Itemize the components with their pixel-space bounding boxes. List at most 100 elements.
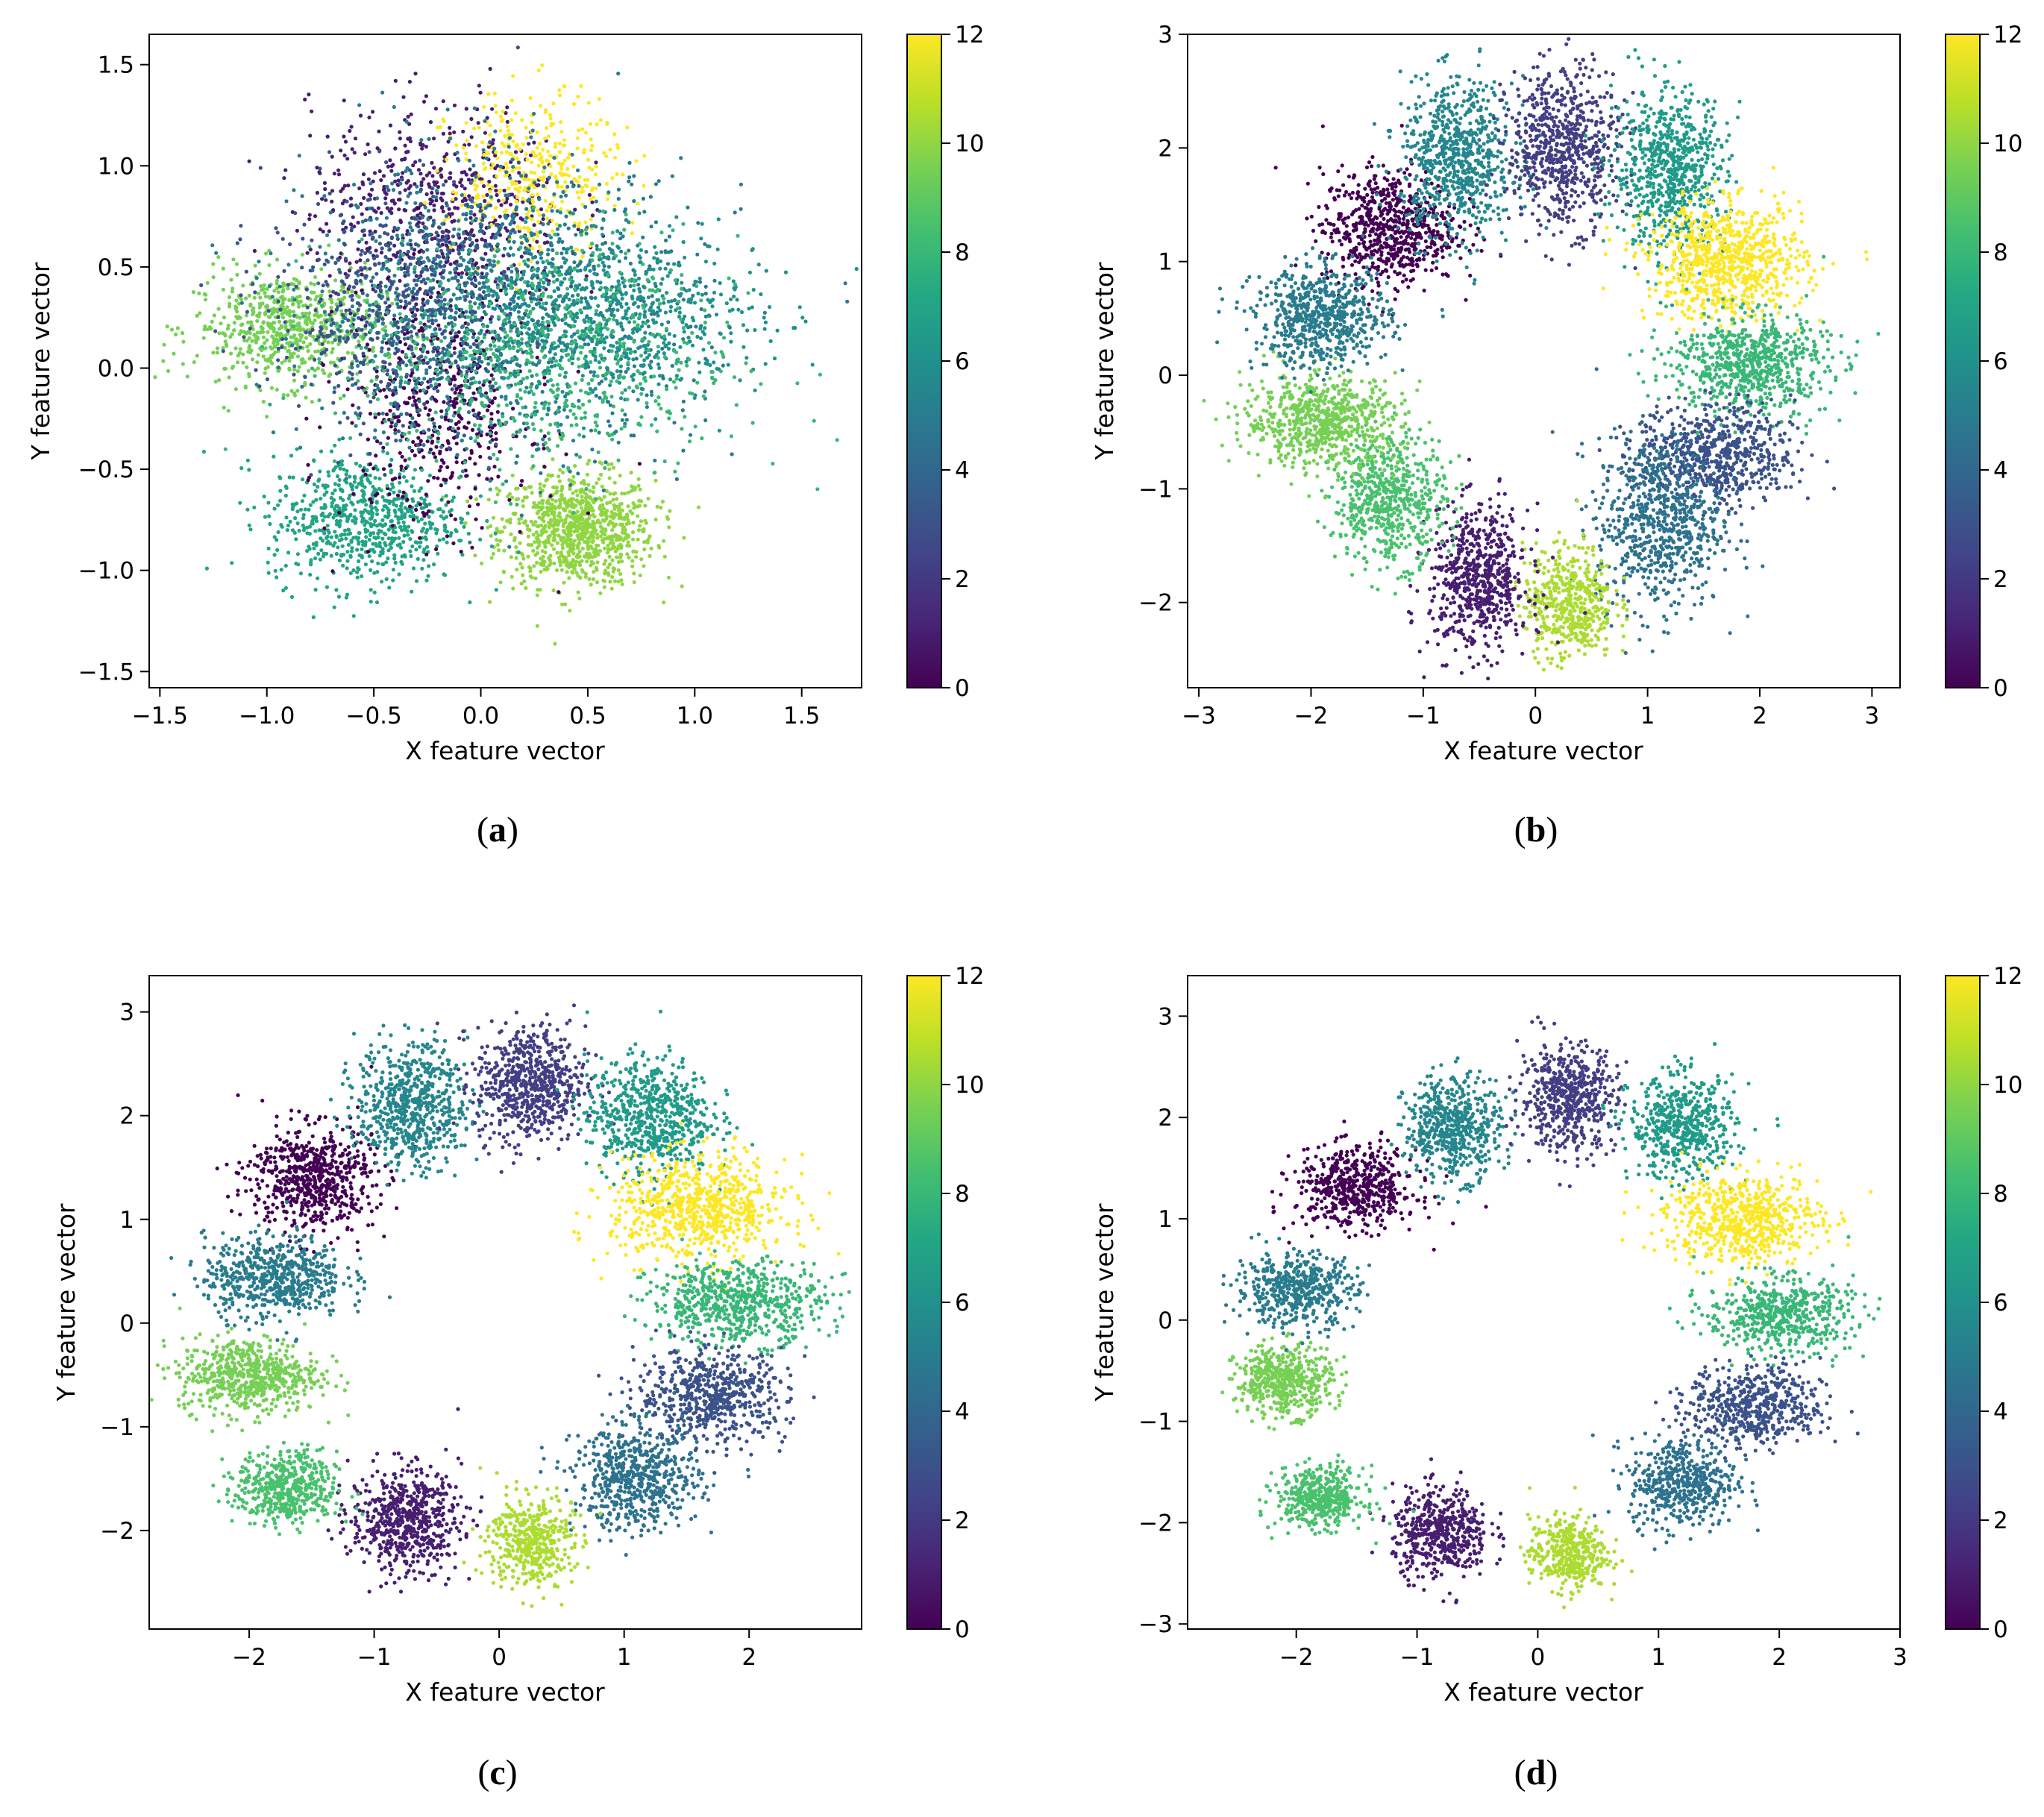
scatter-point-a bbox=[630, 530, 636, 535]
scatter-point-a bbox=[636, 528, 642, 533]
scatter-point-a bbox=[495, 348, 499, 352]
scatter-point-a bbox=[608, 148, 612, 152]
scatter-point-a bbox=[288, 519, 292, 524]
scatter-point-a bbox=[356, 363, 360, 368]
scatter-point-a bbox=[251, 312, 255, 316]
scatter-point-a bbox=[679, 156, 683, 160]
scatter-point-a bbox=[368, 303, 372, 307]
scatter-point-a bbox=[587, 192, 592, 197]
scatter-point-a bbox=[407, 396, 412, 401]
scatter-point-a bbox=[576, 471, 580, 476]
scatter-point-a bbox=[316, 479, 321, 483]
scatter-point-a bbox=[580, 498, 584, 503]
scatter-point-a bbox=[415, 184, 419, 189]
scatter-point-a bbox=[402, 332, 407, 336]
scatter-point-a bbox=[495, 409, 500, 414]
scatter-point-a bbox=[350, 304, 354, 309]
scatter-point-a bbox=[535, 545, 540, 550]
scatter-point-a bbox=[587, 458, 592, 463]
scatter-point-a bbox=[301, 357, 305, 362]
scatter-point-a bbox=[602, 585, 606, 589]
scatter-point-a bbox=[692, 378, 696, 383]
scatter-point-a bbox=[474, 183, 480, 189]
scatter-point-a bbox=[703, 389, 707, 394]
scatter-point-a bbox=[332, 172, 336, 176]
scatter-point-a bbox=[372, 536, 377, 540]
scatter-point-a bbox=[465, 511, 470, 515]
scatter-point-a bbox=[454, 442, 459, 446]
scatter-point-a bbox=[502, 210, 507, 214]
scatter-point-a bbox=[293, 516, 298, 521]
scatter-point-a bbox=[649, 389, 654, 394]
scatter-point-a bbox=[626, 540, 630, 545]
scatter-point-a bbox=[536, 447, 541, 451]
scatter-point-a bbox=[662, 600, 666, 605]
scatter-point-a bbox=[559, 518, 564, 523]
scatter-point-a bbox=[414, 579, 419, 583]
scatter-point-a bbox=[568, 521, 573, 525]
scatter-point-a bbox=[605, 550, 610, 555]
scatter-point-a bbox=[363, 324, 368, 328]
scatter-point-a bbox=[560, 602, 565, 606]
scatter-point-a bbox=[494, 188, 498, 193]
scatter-point-a bbox=[336, 298, 341, 302]
scatter-point-a bbox=[592, 485, 596, 490]
scatter-point-a bbox=[303, 320, 307, 324]
scatter-point-a bbox=[389, 457, 394, 462]
scatter-point-a bbox=[428, 357, 433, 362]
scatter-point-a bbox=[576, 544, 580, 549]
scatter-point-a bbox=[359, 334, 363, 339]
scatter-point-a bbox=[574, 571, 579, 575]
scatter-point-a bbox=[611, 498, 615, 502]
scatter-point-a bbox=[341, 186, 345, 191]
scatter-point-a bbox=[592, 550, 596, 555]
scatter-point-a bbox=[313, 274, 318, 280]
scatter-point-a bbox=[430, 190, 434, 195]
scatter-point-a bbox=[279, 568, 283, 572]
scatter-point-a bbox=[575, 136, 580, 140]
scatter-point-a bbox=[396, 178, 401, 183]
scatter-point-a bbox=[575, 493, 580, 498]
scatter-point-a bbox=[577, 195, 581, 200]
scatter-point-a bbox=[580, 546, 585, 551]
scatter-point-a bbox=[492, 396, 498, 401]
scatter-point-a bbox=[555, 550, 559, 555]
scatter-point-a bbox=[374, 512, 380, 517]
scatter-point-a bbox=[596, 552, 601, 557]
scatter-point-a bbox=[598, 503, 603, 508]
scatter-point-a bbox=[453, 206, 457, 210]
scatter-point-a bbox=[592, 267, 597, 272]
scatter-point-a bbox=[423, 205, 427, 210]
scatter-point-a bbox=[310, 521, 315, 526]
scatter-point-a bbox=[289, 351, 293, 357]
scatter-point-a bbox=[603, 533, 607, 537]
scatter-point-a bbox=[526, 178, 531, 182]
scatter-point-a bbox=[394, 422, 398, 427]
scatter-point-a bbox=[545, 149, 551, 154]
scatter-point-a bbox=[460, 192, 464, 198]
scatter-point-a bbox=[606, 565, 610, 570]
scatter-point-a bbox=[398, 339, 403, 344]
scatter-point-a bbox=[469, 116, 474, 122]
scatter-point-a bbox=[438, 451, 442, 456]
scatter-point-a bbox=[256, 336, 260, 341]
scatter-point-a bbox=[575, 301, 580, 305]
scatter-point-a bbox=[375, 383, 380, 388]
scatter-point-a bbox=[401, 490, 406, 495]
scatter-point-a bbox=[239, 301, 244, 305]
scatter-point-a bbox=[529, 160, 534, 165]
scatter-point-a bbox=[422, 547, 427, 552]
scatter-point-a bbox=[499, 151, 504, 155]
scatter-point-a bbox=[397, 419, 401, 424]
scatter-point-a bbox=[604, 460, 608, 465]
scatter-point-a bbox=[285, 528, 289, 533]
scatter-point-a bbox=[440, 222, 445, 226]
scatter-point-a bbox=[232, 328, 236, 333]
scatter-point-a bbox=[575, 529, 580, 533]
scatter-point-a bbox=[559, 550, 563, 555]
scatter-point-a bbox=[571, 571, 575, 575]
scatter-point-a bbox=[389, 519, 393, 524]
scatter-point-a bbox=[550, 498, 555, 502]
scatter-point-a bbox=[312, 546, 316, 550]
scatter-point-a bbox=[498, 214, 502, 219]
